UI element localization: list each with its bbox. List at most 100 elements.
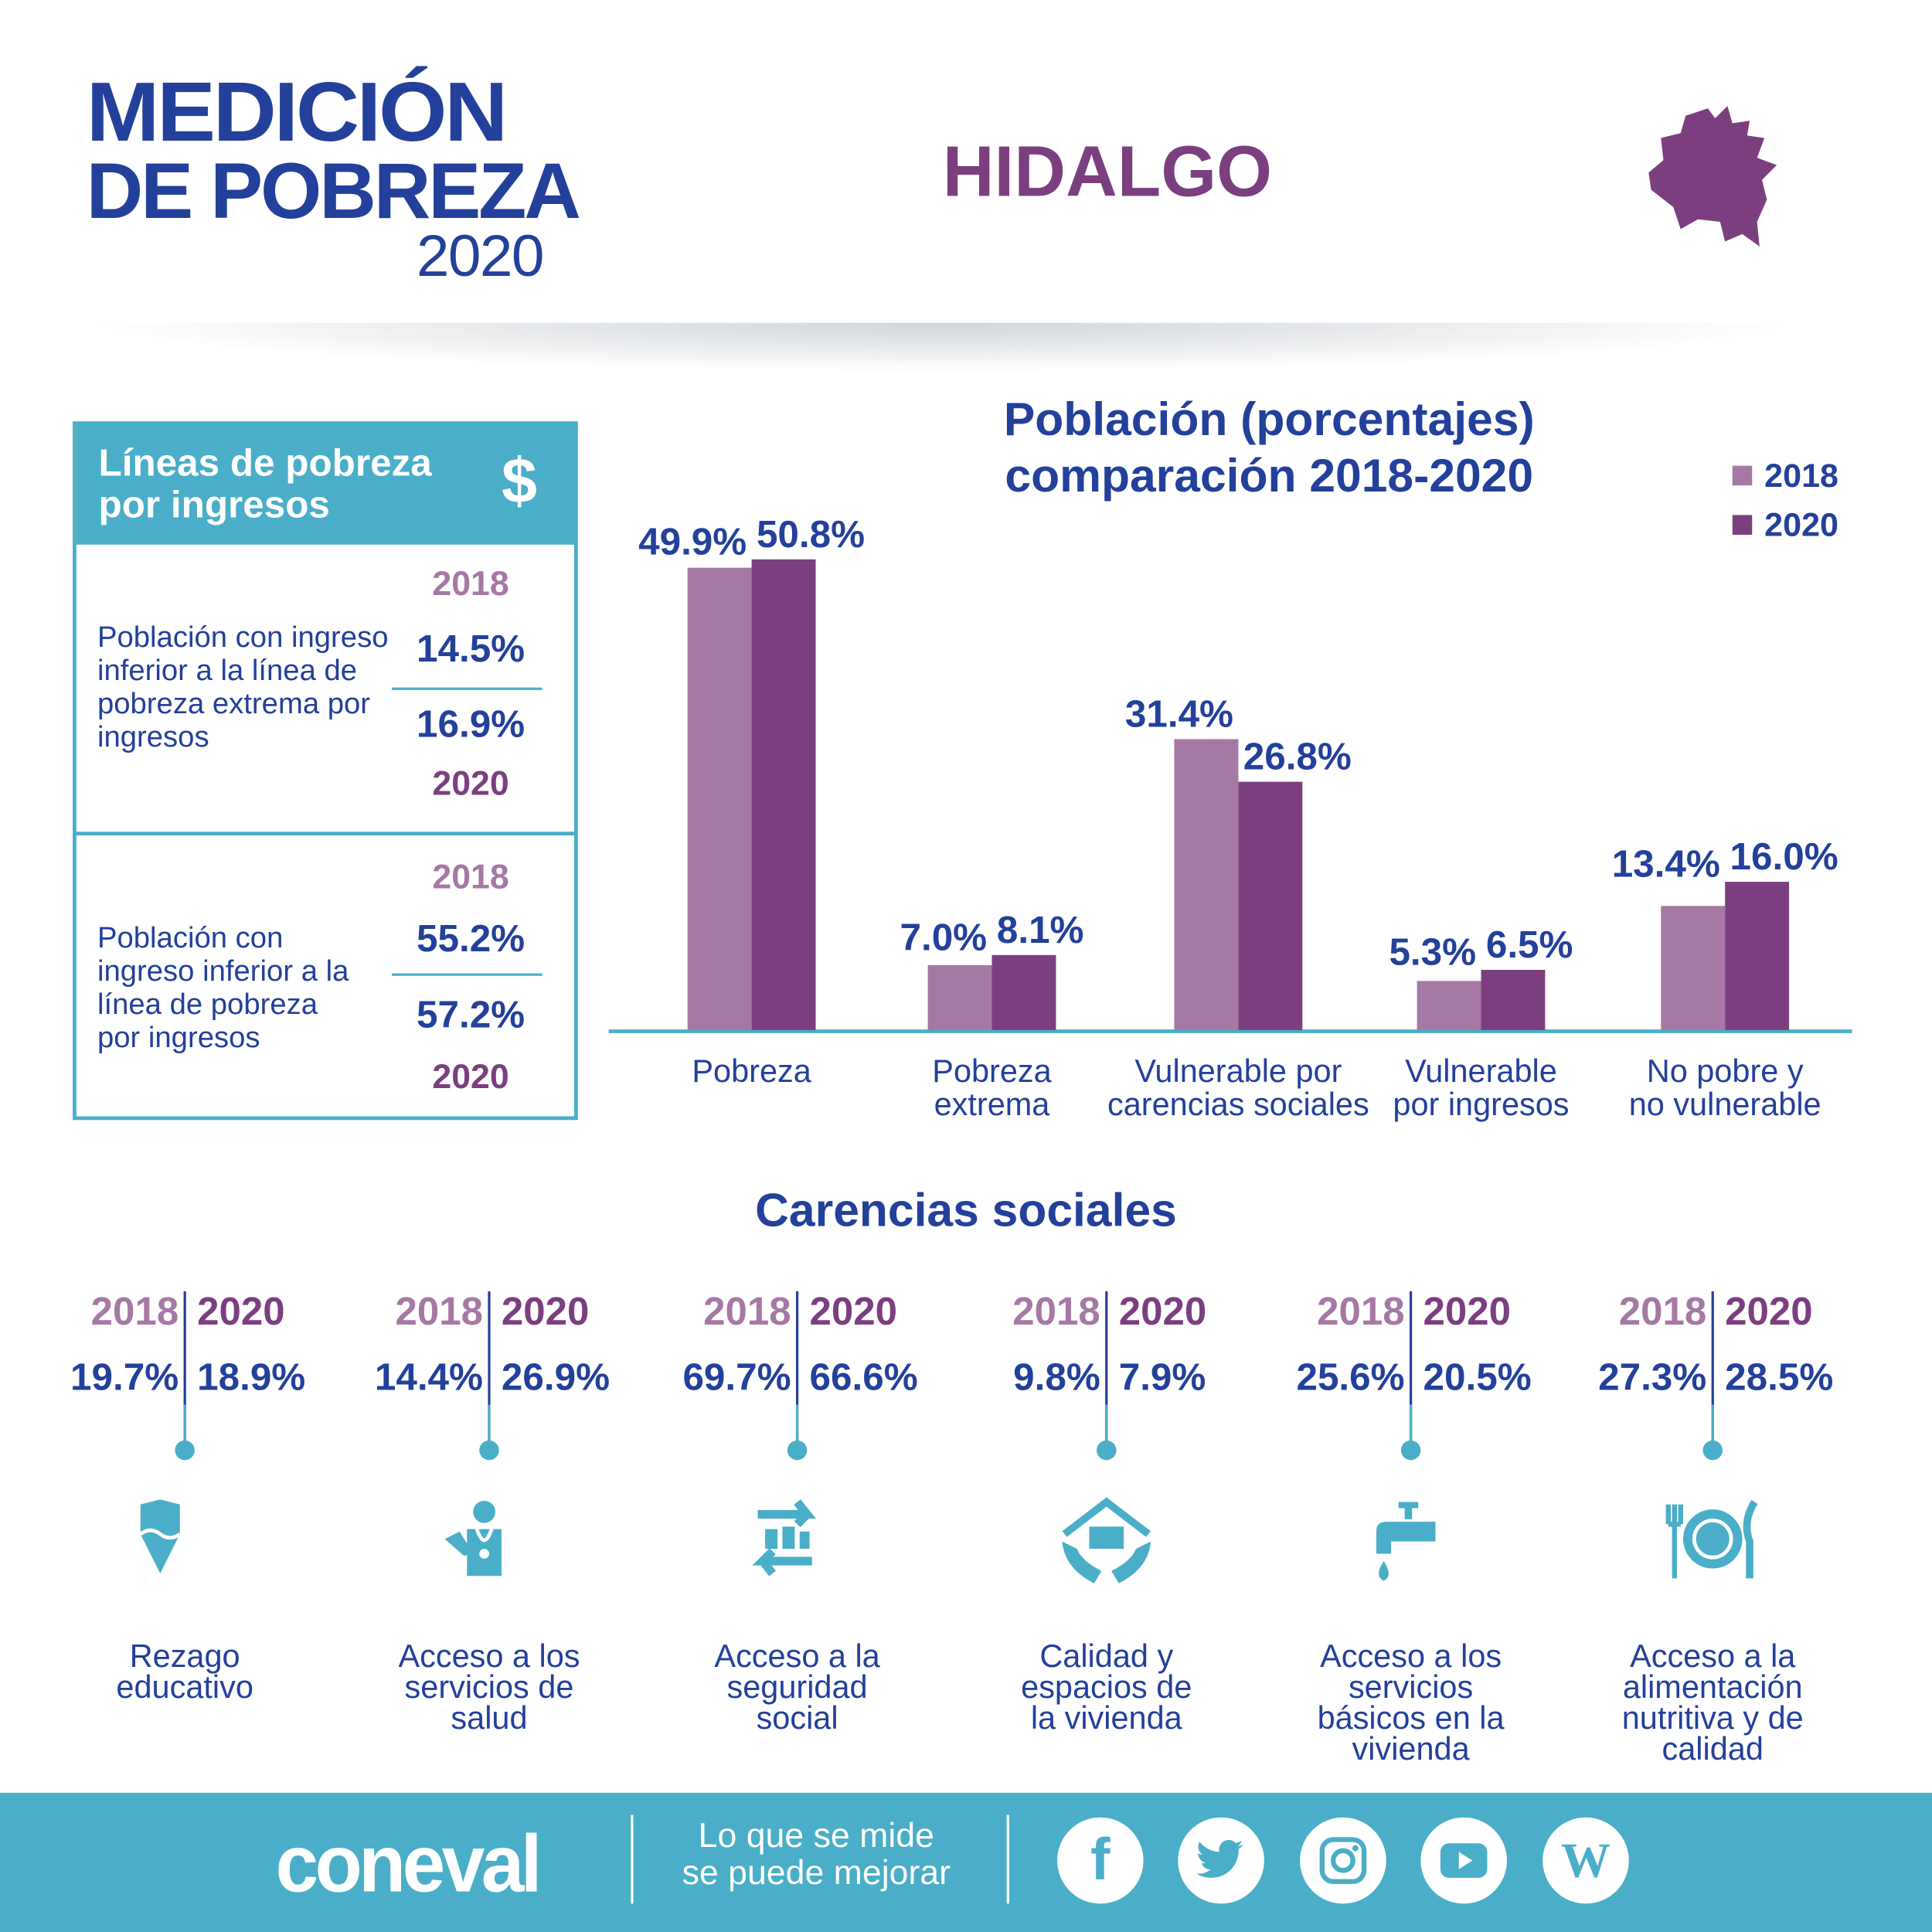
- category-label-line: por ingresos: [1393, 1085, 1570, 1123]
- connector-line: [1409, 1404, 1413, 1447]
- value-2020: 16.9%: [416, 702, 526, 746]
- connector-line: [1711, 1404, 1714, 1447]
- house-hands-icon: [1062, 1497, 1151, 1583]
- wikipedia-icon[interactable]: W: [1543, 1817, 1629, 1904]
- plate-icon: [1665, 1500, 1758, 1579]
- carencia-name: Acceso a la seguridad social: [714, 1637, 880, 1736]
- connector-line: [795, 1404, 799, 1447]
- section-label: Población con ingreso inferior a la líne…: [97, 921, 349, 1055]
- bar-2020-2: [1238, 781, 1303, 1030]
- connector-line: [488, 1404, 491, 1447]
- faucet-icon: [1376, 1502, 1436, 1581]
- facebook-icon[interactable]: f: [1056, 1817, 1144, 1904]
- value-2018: 25.6%: [1296, 1355, 1405, 1399]
- section-divider: [76, 832, 574, 836]
- carencia-name: Rezago educativo: [116, 1637, 253, 1706]
- value-2018: 19.7%: [70, 1355, 179, 1399]
- category-label: Vulnerable por carencias sociales: [1090, 1052, 1386, 1121]
- legend-item-2020: 2020: [1732, 500, 1838, 549]
- data-label-2020-2: 26.8%: [1243, 736, 1352, 778]
- carencia-name: Acceso a los servicios básicos en la viv…: [1317, 1637, 1505, 1767]
- category-label: No pobre y no vulnerable: [1577, 1054, 1873, 1123]
- bar-2020-4: [1725, 882, 1790, 1030]
- value-2018: 14.4%: [374, 1355, 484, 1399]
- divider-line: [795, 1291, 799, 1447]
- wikipedia-glyph: W: [1561, 1832, 1611, 1888]
- year-2020: 2020: [809, 1288, 898, 1334]
- value-2018: 69.7%: [682, 1355, 791, 1399]
- income-box-header: Líneas de pobreza por ingresos $: [76, 425, 574, 545]
- value-2018: 27.3%: [1598, 1355, 1707, 1399]
- carencias-title: Carencias sociales: [755, 1185, 1177, 1237]
- footer: coneval Lo que se mide se puede mejorar …: [0, 1792, 1932, 1932]
- coneval-logo: coneval: [275, 1817, 543, 1909]
- population-bar-chart: 49.9% 50.8% 7.0% 8.1% 31.4%26.8% 5.3% 6.5% 13.4…: [608, 513, 1852, 1033]
- legend-label: 2020: [1764, 506, 1838, 544]
- value-2020: 28.5%: [1725, 1355, 1834, 1399]
- connector-dot: [787, 1440, 808, 1461]
- category-label-line: Pobreza: [692, 1052, 811, 1090]
- pencil-icon: [139, 1499, 182, 1574]
- dollar-icon: $: [501, 446, 538, 518]
- bar-2018-4: [1661, 906, 1726, 1030]
- bar-2020-3: [1481, 969, 1546, 1030]
- hidalgo-map-icon: [1648, 106, 1777, 247]
- logo-year: 2020: [416, 224, 544, 290]
- year-2018: 2018: [1618, 1288, 1707, 1334]
- year-2018: 2018: [1317, 1288, 1405, 1334]
- connector-dot: [1097, 1440, 1117, 1461]
- data-label-2020-3: 6.5%: [1486, 923, 1573, 966]
- footer-tagline: Lo que se mide se puede mejorar: [682, 1816, 951, 1892]
- doctor-icon: [444, 1500, 502, 1577]
- section-label: Población con ingreso inferior a la líne…: [97, 621, 389, 754]
- facebook-glyph: f: [1090, 1827, 1111, 1893]
- divider-line: [488, 1291, 491, 1447]
- value-2018: 9.8%: [1013, 1355, 1100, 1399]
- logo-title-line1: MEDICIÓN: [86, 65, 509, 159]
- year-2018: 2018: [432, 857, 509, 896]
- chart-title-main: Población (porcentajes): [1003, 394, 1535, 447]
- connector-line: [183, 1404, 186, 1447]
- data-label-2020-0: 50.8%: [757, 513, 865, 556]
- divider: [392, 687, 543, 690]
- chart-subtitle: comparación 2018-2020: [1005, 451, 1534, 503]
- legend-swatch: [1732, 515, 1753, 535]
- year-2020: 2020: [1725, 1288, 1813, 1334]
- bar-2018-2: [1174, 739, 1239, 1030]
- carencia-name: Acceso a la alimentación nutritiva y de …: [1621, 1637, 1804, 1767]
- data-label-2018-4: 13.4%: [1612, 843, 1720, 886]
- connector-dot: [1400, 1440, 1421, 1461]
- youtube-icon[interactable]: [1420, 1817, 1507, 1904]
- value-2018: 55.2%: [416, 917, 526, 961]
- category-label-line: Vulnerable por: [1134, 1052, 1342, 1090]
- data-label-2020-1: 8.1%: [997, 909, 1084, 951]
- bar-2018-1: [927, 964, 992, 1030]
- twitter-icon[interactable]: [1178, 1817, 1264, 1904]
- value-2020: 26.9%: [501, 1355, 611, 1399]
- connector-dot: [1702, 1440, 1723, 1461]
- instagram-icon[interactable]: [1300, 1817, 1386, 1904]
- divider-line: [1105, 1291, 1108, 1447]
- logo-title-line2: DE POBREZA: [86, 146, 581, 236]
- chart-legend: 2018 2020: [1732, 451, 1838, 550]
- year-2018: 2018: [703, 1288, 791, 1334]
- year-2018: 2018: [90, 1288, 179, 1334]
- legend-swatch: [1732, 465, 1753, 486]
- data-label-2018-2: 31.4%: [1125, 692, 1233, 735]
- year-2020: 2020: [1118, 1288, 1207, 1334]
- legend-label: 2018: [1764, 457, 1838, 495]
- value-2018: 14.5%: [416, 627, 526, 671]
- category-label-line: extrema: [934, 1085, 1050, 1123]
- data-label-2018-1: 7.0%: [900, 916, 987, 958]
- bar-2018-0: [687, 567, 752, 1030]
- category-label-line: Pobreza: [932, 1052, 1052, 1090]
- category-label-line: no vulnerable: [1628, 1085, 1821, 1123]
- chart-title: Población (porcentajes) comparación 2018…: [862, 392, 1675, 505]
- value-2020: 7.9%: [1118, 1355, 1206, 1399]
- carencia-name: Calidad y espacios de la vivienda: [1021, 1637, 1192, 1736]
- carencia-name: Acceso a los servicios de salud: [398, 1637, 580, 1736]
- divider-line: [183, 1291, 186, 1447]
- year-2020: 2020: [1423, 1288, 1512, 1334]
- bar-2020-0: [751, 559, 816, 1030]
- connector-line: [1105, 1404, 1108, 1447]
